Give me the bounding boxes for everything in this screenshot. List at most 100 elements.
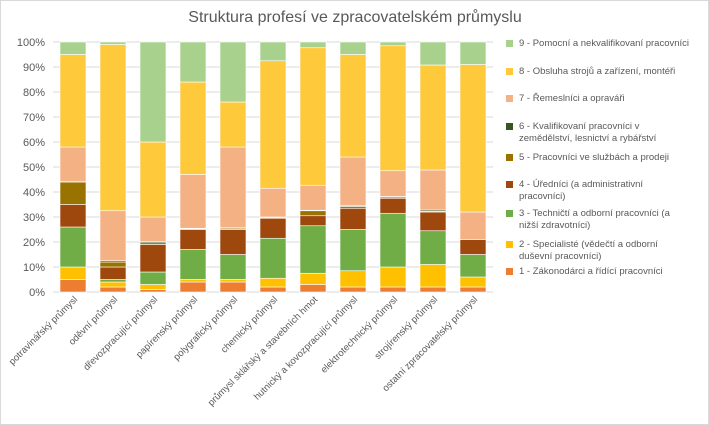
y-tick-label: 40% bbox=[23, 187, 45, 199]
bar-segment bbox=[299, 272, 327, 285]
y-tick-label: 80% bbox=[23, 87, 45, 99]
bar-segment bbox=[339, 270, 367, 288]
y-tick-label: 50% bbox=[23, 162, 45, 174]
bar-segment bbox=[99, 41, 127, 45]
legend-entry: 1 - Zákonodárci a řídící pracovníci bbox=[506, 266, 663, 277]
legend-label: 1 - Zákonodárci a řídící pracovníci bbox=[519, 266, 663, 277]
legend: 9 - Pomocní a nekvalifikovaní pracovníci… bbox=[506, 38, 689, 277]
legend-entry: 8 - Obsluha strojů a zařízení, montéři bbox=[506, 66, 675, 77]
bar-segment bbox=[459, 41, 487, 65]
legend-entry: 9 - Pomocní a nekvalifikovaní pracovníci bbox=[506, 38, 689, 49]
bar-stack bbox=[219, 41, 247, 293]
y-tick-label: 30% bbox=[23, 212, 45, 224]
bar-segment bbox=[219, 279, 247, 283]
bar-segment bbox=[459, 276, 487, 288]
y-tick-label: 20% bbox=[23, 237, 45, 249]
bar-segment bbox=[59, 146, 87, 182]
y-tick-label: 60% bbox=[23, 137, 45, 149]
bar-segment bbox=[419, 264, 447, 288]
bar-segment bbox=[419, 230, 447, 265]
bar-segment bbox=[419, 41, 447, 66]
y-tick-label: 90% bbox=[23, 62, 45, 74]
legend-swatch bbox=[506, 181, 513, 188]
bar-segment bbox=[299, 184, 327, 211]
bar-stack bbox=[339, 41, 367, 293]
legend-label: 6 - Kvalifikovaní pracovníci v zemědělstv… bbox=[519, 121, 657, 144]
bar-segment bbox=[299, 215, 327, 227]
bar-segment bbox=[139, 244, 167, 273]
legend-label: 8 - Obsluha strojů a zařízení, montéři bbox=[519, 66, 675, 77]
bar-segment bbox=[379, 286, 407, 293]
bar-stack bbox=[139, 41, 167, 293]
legend-label: 4 - Úředníci (a administrativní pracovníc… bbox=[519, 179, 643, 202]
legend-swatch bbox=[506, 210, 513, 217]
bar-segment bbox=[59, 181, 87, 205]
legend-entry: 4 - Úředníci (a administrativní pracovníc… bbox=[506, 179, 643, 202]
legend-entry: 3 - Techničtí a odborní pracovníci (a niž… bbox=[506, 208, 671, 231]
bar-segment bbox=[259, 277, 287, 288]
legend-entry: 2 - Specialisté (vědečtí a odborní duševn… bbox=[506, 239, 658, 262]
bar-segment bbox=[179, 41, 207, 83]
bar-segment bbox=[219, 281, 247, 293]
legend-label: 2 - Specialisté (vědečtí a odborní duševn… bbox=[519, 239, 658, 262]
bar-segment bbox=[179, 249, 207, 280]
bar-segment bbox=[379, 197, 407, 214]
bar-segment bbox=[139, 284, 167, 290]
bar-segment bbox=[299, 47, 327, 186]
bar-segment bbox=[419, 169, 447, 211]
bar-segment bbox=[99, 44, 127, 212]
bar-segment bbox=[379, 45, 407, 172]
bar-segment bbox=[419, 286, 447, 293]
bar-segment bbox=[419, 211, 447, 232]
bar-segment bbox=[179, 229, 207, 250]
bar-segment bbox=[379, 212, 407, 268]
legend-label: 7 - Řemeslníci a opraváři bbox=[519, 93, 625, 104]
y-axis: 0% 10% 20% 30% 40% 50% 60% 70% 80% 90% 100% bbox=[17, 37, 45, 299]
bar-segment bbox=[259, 217, 287, 239]
bar-segment bbox=[139, 41, 167, 143]
bar-segment bbox=[259, 41, 287, 62]
bar-segment bbox=[179, 81, 207, 175]
legend-label: 9 - Pomocní a nekvalifikovaní pracovníci bbox=[519, 38, 689, 49]
x-tick-label: potravinářský průmysl bbox=[7, 294, 80, 367]
legend-swatch bbox=[506, 40, 513, 47]
legend-swatch bbox=[506, 123, 513, 130]
y-tick-label: 10% bbox=[23, 262, 45, 274]
bar-segment bbox=[59, 54, 87, 148]
bar-segment bbox=[339, 207, 367, 230]
bar-segment bbox=[59, 266, 87, 280]
bar-stack bbox=[99, 41, 127, 293]
bar-segment bbox=[59, 41, 87, 55]
bar-segment bbox=[459, 64, 487, 213]
bar-segment bbox=[139, 289, 167, 293]
bar-segment bbox=[59, 204, 87, 228]
bar-segment bbox=[99, 210, 127, 262]
bar-stack bbox=[459, 41, 487, 293]
bar-segment bbox=[259, 237, 287, 279]
x-tick-label: elektrotechnický průmysl bbox=[319, 294, 400, 375]
x-tick-label: dřevozpracující průmysl bbox=[81, 294, 160, 373]
bar-segment bbox=[99, 266, 127, 280]
legend-swatch bbox=[506, 268, 513, 275]
bar-segment bbox=[379, 41, 407, 47]
bars bbox=[59, 41, 487, 293]
bar-segment bbox=[339, 229, 367, 272]
legend-label: 5 - Pracovníci ve službách a prodeji bbox=[519, 152, 669, 163]
bar-segment bbox=[59, 279, 87, 293]
bar-segment bbox=[99, 261, 127, 268]
bar-segment bbox=[339, 156, 367, 207]
bar-segment bbox=[339, 54, 367, 158]
y-tick-label: 0% bbox=[29, 287, 45, 299]
bar-segment bbox=[259, 286, 287, 293]
bar-segment bbox=[59, 226, 87, 268]
legend-label: 3 - Techničtí a odborní pracovníci (a niž… bbox=[519, 208, 671, 231]
chart-title: Struktura profesí ve zpracovatelském prů… bbox=[188, 8, 521, 26]
bar-segment bbox=[219, 254, 247, 280]
bar-stack bbox=[179, 41, 207, 293]
bar-segment bbox=[99, 281, 127, 288]
bar-segment bbox=[379, 266, 407, 288]
bar-segment bbox=[99, 279, 127, 283]
bar-segment bbox=[99, 286, 127, 293]
